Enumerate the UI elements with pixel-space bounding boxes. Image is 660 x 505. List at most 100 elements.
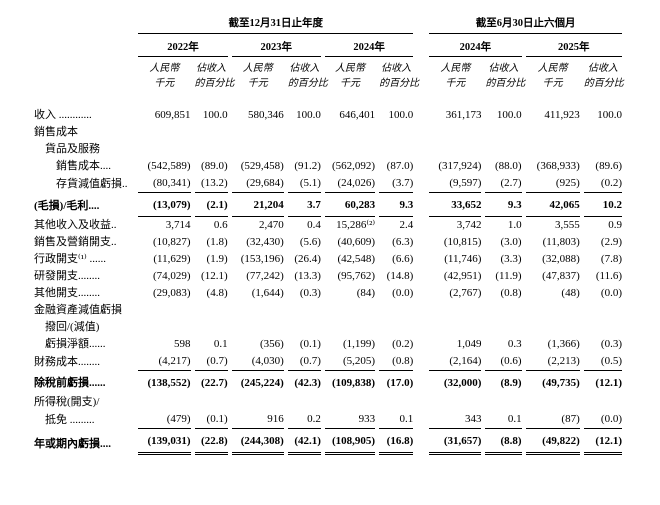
amount-cell: 21,204 (231, 193, 284, 217)
percent-cell (584, 141, 622, 158)
table-row: 銷售成本 (34, 124, 622, 141)
amount-cell (232, 141, 284, 158)
table-row: 年或期內虧損.... (139,031) (22.8) (244,308) (42.1)… (34, 429, 622, 455)
amount-cell: (77,242) (246, 270, 284, 282)
amount-cell: (42,548) (337, 253, 376, 265)
amount-cell (138, 319, 190, 336)
percent-cell (485, 319, 521, 336)
percent-cell: (16.8) (379, 429, 414, 455)
row-label: 除稅前虧損...... (34, 377, 106, 389)
percent-cell: (42.3) (294, 377, 321, 389)
amount-cell (526, 302, 580, 319)
percent-cell: (8.8) (485, 429, 522, 455)
percent-cell: 0.3 (507, 338, 522, 350)
amount-cell: (49,735) (542, 377, 580, 389)
amount-cell: (153,196) (240, 253, 284, 265)
column-gap (417, 353, 425, 371)
percent-cell: (91.2) (294, 160, 321, 172)
amount-cell (429, 394, 481, 411)
percent-cell (288, 124, 321, 141)
amount-cell: (32,000) (443, 377, 482, 389)
percent-cell: (6.6) (392, 253, 414, 265)
percent-cell: (0.7) (194, 353, 228, 371)
percent-cell: (13.2) (194, 175, 228, 193)
amount-cell: (95,762) (337, 270, 376, 282)
percent-subheader: 佔收入 的百分比 (379, 63, 420, 89)
annual-period-header: 截至12月31日止年度 (138, 14, 414, 34)
percent-cell: (11.6) (595, 270, 622, 282)
percent-cell: 0.6 (213, 219, 228, 231)
percent-cell: 100.0 (388, 109, 414, 121)
percent-cell (195, 124, 228, 141)
table-header: 截至12月31日止年度 截至6月30日止六個月 2022年 2023年 2024… (34, 14, 624, 92)
amount-cell: 916 (231, 411, 284, 429)
amount-cell: 646,401 (339, 109, 376, 121)
percent-cell: (0.8) (500, 287, 522, 299)
percent-cell: (0.7) (287, 353, 321, 371)
percent-cell: (13.3) (294, 270, 321, 282)
amount-cell: (48) (561, 287, 580, 299)
percent-cell: (8.9) (500, 377, 522, 389)
amount-cell: (5,205) (324, 353, 376, 371)
table-row: 研發開支........ (74,029) (12.1) (77,242) (13.3)… (34, 268, 622, 285)
year-2022-header: 2022年 (138, 34, 228, 57)
amount-cell (232, 124, 284, 141)
amount-cell: (1,199) (343, 338, 376, 350)
table-row: 銷售成本.... (542,589) (89.0) (529,458) (91.2) (5… (34, 158, 622, 175)
amount-cell: 598 (174, 338, 191, 350)
amount-cell (526, 124, 580, 141)
percent-cell: 9.3 (485, 193, 522, 217)
column-gap (417, 411, 425, 429)
amount-cell: (2,767) (449, 287, 482, 299)
percent-cell: 100.0 (202, 109, 228, 121)
amount-cell: (542,589) (147, 160, 191, 172)
column-gap (417, 268, 425, 285)
percent-cell: (1.8) (206, 236, 228, 248)
amount-cell (325, 124, 375, 141)
amount-cell (526, 394, 580, 411)
percent-subheader: 佔收入 的百分比 (194, 63, 235, 89)
percent-cell: (0.1) (299, 338, 321, 350)
amount-cell: (47,837) (542, 270, 580, 282)
column-gap (417, 429, 425, 455)
percent-cell: (12.1) (201, 270, 228, 282)
percent-cell: (0.1) (194, 411, 228, 429)
row-label: 財務成本........ (34, 356, 100, 368)
percent-cell: 2.4 (399, 219, 414, 231)
amount-cell: 933 (324, 411, 376, 429)
percent-cell: (0.5) (583, 353, 622, 371)
amount-cell (429, 302, 481, 319)
percent-cell (288, 319, 321, 336)
percent-cell: 0.9 (608, 219, 622, 231)
column-gap (417, 92, 425, 124)
row-label: 存貨減值虧損.. (56, 178, 128, 190)
amount-cell: (368,933) (536, 160, 580, 172)
year-2024-header: 2024年 (324, 34, 414, 57)
amount-cell (232, 394, 284, 411)
percent-cell: 1.0 (507, 219, 522, 231)
percent-cell: (0.8) (379, 353, 414, 371)
amount-cell: 361,173 (445, 109, 482, 121)
percent-cell: (3.7) (379, 175, 414, 193)
percent-cell: 0.1 (213, 338, 228, 350)
table-row: 抵免 ......... (479) (0.1) 916 0.2 933 0.1 343 0.1… (34, 411, 622, 429)
amount-cell (526, 141, 580, 158)
amount-cell (429, 124, 481, 141)
column-gap (417, 14, 425, 34)
column-gap (417, 34, 425, 57)
amount-cell: (244,308) (231, 429, 284, 455)
column-gap (417, 124, 425, 141)
table-row: 財務成本........ (4,217) (0.7) (4,030) (0.7) (5,2… (34, 353, 622, 371)
percent-subheader: 佔收入 的百分比 (287, 63, 328, 89)
percent-cell (195, 302, 228, 319)
amount-cell: (80,341) (138, 175, 191, 193)
percent-cell: (0.3) (600, 338, 622, 350)
amount-cell: (925) (525, 175, 580, 193)
amount-cell: (356) (259, 338, 284, 350)
row-label: 行政開支⁽¹⁾ ...... (34, 253, 106, 265)
header-spacer (34, 57, 134, 92)
percent-cell: 3.7 (287, 193, 321, 217)
amount-cell: 15,286⁽²⁾ (336, 219, 376, 231)
group-header-row: 截至12月31日止年度 截至6月30日止六個月 (34, 14, 622, 34)
